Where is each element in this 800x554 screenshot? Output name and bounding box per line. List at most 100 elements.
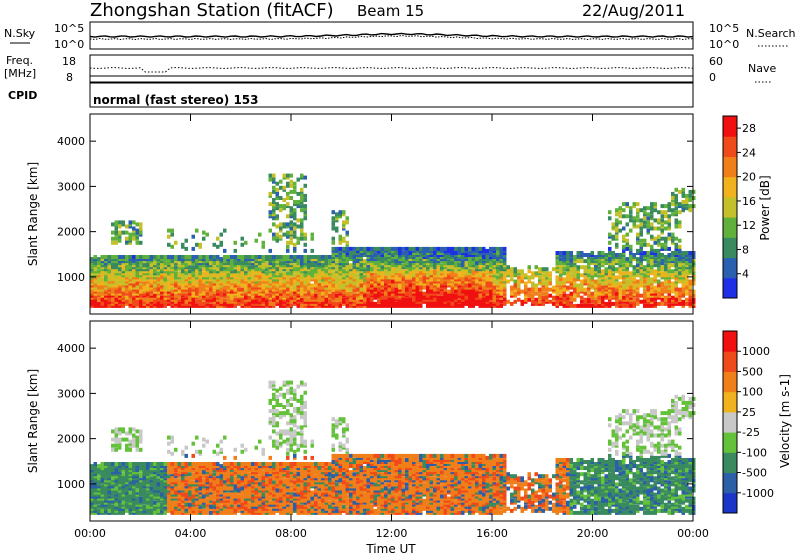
- power-cell: [461, 291, 465, 296]
- power-cell: [559, 297, 563, 302]
- power-cell: [541, 281, 545, 286]
- power-cell: [664, 210, 668, 215]
- power-cell: [286, 202, 290, 207]
- power-cell: [650, 279, 654, 284]
- power-cell: [583, 297, 587, 302]
- power-cell: [289, 196, 293, 200]
- power-cell: [114, 236, 118, 241]
- power-cell: [622, 295, 626, 300]
- power-cell: [356, 246, 360, 251]
- power-cell: [643, 224, 647, 229]
- velocity-cell: [111, 462, 115, 466]
- power-cell: [489, 291, 493, 296]
- power-cell: [356, 263, 360, 268]
- power-cell: [457, 299, 461, 304]
- power-cell: [135, 297, 139, 302]
- power-cell: [300, 257, 304, 262]
- power-cell: [398, 246, 402, 251]
- power-cell: [611, 269, 615, 274]
- power-cell: [426, 257, 430, 262]
- power-cell: [562, 287, 566, 292]
- power-cell: [230, 255, 234, 259]
- power-cell: [177, 255, 181, 259]
- power-cell: [209, 275, 213, 280]
- power-cell: [667, 297, 671, 302]
- power-cell: [289, 173, 293, 178]
- power-cell: [433, 285, 437, 290]
- power-cell: [405, 255, 409, 259]
- power-cell: [429, 269, 433, 274]
- power-cell: [646, 212, 650, 217]
- power-cell: [282, 271, 286, 276]
- power-cell: [247, 295, 251, 300]
- power-cell: [219, 263, 223, 268]
- power-cell: [338, 246, 342, 251]
- power-cell: [646, 216, 650, 221]
- power-cell: [552, 297, 556, 302]
- power-cell: [345, 291, 349, 296]
- power-cell: [534, 297, 538, 302]
- power-cell: [307, 257, 311, 262]
- power-cell: [230, 263, 234, 268]
- power-cell: [104, 275, 108, 280]
- power-cell: [461, 285, 465, 290]
- power-cell: [282, 297, 286, 302]
- power-cell: [594, 293, 598, 298]
- power-cell: [496, 275, 500, 280]
- velocity-cell: [111, 429, 115, 434]
- power-cell: [100, 291, 104, 296]
- power-cell: [331, 216, 335, 221]
- power-cell: [573, 303, 577, 308]
- power-cell: [674, 263, 678, 268]
- power-cell: [307, 255, 311, 259]
- power-cell: [251, 297, 255, 302]
- power-cell: [293, 246, 297, 251]
- velocity-cell: [90, 504, 94, 509]
- power-cell: [646, 224, 650, 229]
- power-cell: [555, 301, 559, 306]
- power-cell: [209, 291, 213, 296]
- velocity-cell: [135, 429, 139, 434]
- power-cell: [440, 257, 444, 262]
- beam-label: Beam 15: [357, 2, 424, 20]
- power-cell: [538, 299, 542, 304]
- power-cell: [566, 275, 570, 280]
- power-cell: [300, 218, 304, 223]
- power-cell: [485, 279, 489, 284]
- power-cell: [615, 285, 619, 290]
- power-cell: [226, 285, 230, 290]
- power-cell: [118, 279, 122, 284]
- power-cell: [454, 293, 458, 298]
- power-cell: [97, 301, 101, 306]
- power-cell: [457, 291, 461, 296]
- power-cell: [391, 275, 395, 280]
- power-cell: [377, 299, 381, 304]
- power-cell: [482, 301, 486, 306]
- power-cell: [149, 255, 153, 259]
- power-cell: [118, 269, 122, 274]
- power-cell: [342, 291, 346, 296]
- power-cell: [639, 279, 643, 284]
- power-cell: [583, 275, 587, 280]
- power-cell: [639, 257, 643, 262]
- power-cell: [195, 228, 199, 233]
- power-cell: [611, 291, 615, 296]
- power-cell: [174, 279, 178, 284]
- power-cell: [478, 297, 482, 302]
- power-cell: [692, 189, 696, 194]
- power-cell: [541, 295, 545, 300]
- power-cell: [188, 269, 192, 274]
- velocity-cell: [142, 476, 146, 481]
- power-cell: [650, 289, 654, 294]
- power-cell: [671, 275, 675, 280]
- power-cell: [674, 279, 678, 284]
- velocity-cell: [111, 447, 115, 452]
- power-cell: [296, 191, 300, 196]
- power-cell: [401, 301, 405, 306]
- power-cell: [457, 303, 461, 308]
- power-cell: [275, 224, 279, 229]
- power-cell: [314, 293, 318, 298]
- power-cell: [237, 269, 241, 274]
- power-cell: [356, 279, 360, 284]
